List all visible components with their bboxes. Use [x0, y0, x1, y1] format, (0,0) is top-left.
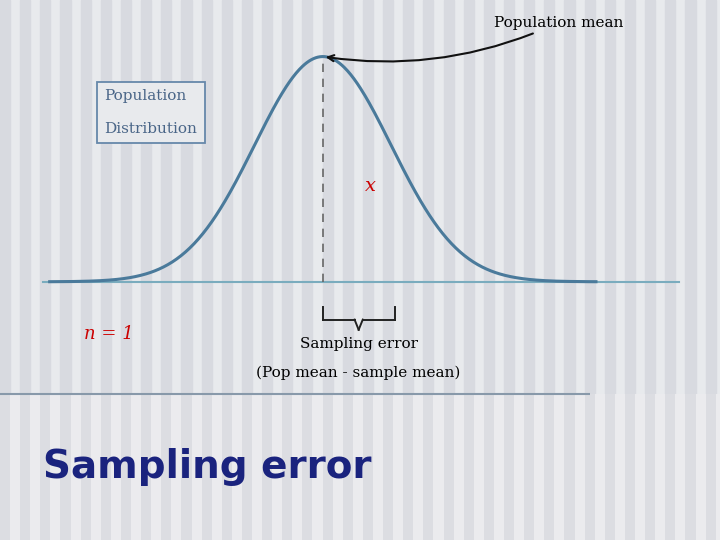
Bar: [20, 394, 30, 540]
Bar: [141, 394, 151, 540]
Bar: [665, 394, 675, 540]
Bar: [444, 394, 454, 540]
Bar: [262, 0, 272, 540]
Bar: [685, 394, 696, 540]
Bar: [564, 0, 575, 540]
Bar: [282, 394, 292, 540]
Bar: [383, 0, 393, 540]
Bar: [101, 394, 111, 540]
Bar: [202, 0, 212, 540]
Bar: [323, 0, 333, 540]
Bar: [363, 0, 373, 540]
Bar: [605, 394, 615, 540]
Bar: [40, 394, 50, 540]
Bar: [343, 0, 353, 540]
Bar: [464, 0, 474, 540]
Text: Population mean: Population mean: [328, 16, 623, 62]
Bar: [20, 0, 30, 540]
Bar: [202, 394, 212, 540]
Text: n = 1: n = 1: [84, 325, 133, 343]
Bar: [444, 0, 454, 540]
Bar: [262, 394, 272, 540]
Bar: [0, 0, 10, 540]
Bar: [222, 394, 232, 540]
Bar: [484, 394, 494, 540]
Bar: [60, 394, 71, 540]
Bar: [504, 394, 514, 540]
Bar: [645, 0, 655, 540]
Text: x: x: [365, 177, 376, 195]
Bar: [302, 394, 312, 540]
Bar: [544, 394, 554, 540]
Bar: [242, 394, 252, 540]
Bar: [0, 394, 720, 540]
Bar: [706, 394, 716, 540]
Bar: [323, 394, 333, 540]
Bar: [161, 0, 171, 540]
Text: Sampling error: Sampling error: [43, 448, 372, 486]
Bar: [625, 394, 635, 540]
Bar: [60, 0, 71, 540]
Bar: [101, 0, 111, 540]
Bar: [181, 394, 192, 540]
Bar: [343, 394, 353, 540]
Bar: [161, 394, 171, 540]
Bar: [383, 394, 393, 540]
Bar: [706, 0, 716, 540]
Bar: [685, 0, 696, 540]
Bar: [504, 0, 514, 540]
Bar: [40, 0, 50, 540]
Text: Sampling error: Sampling error: [300, 336, 418, 350]
Bar: [222, 0, 232, 540]
Bar: [605, 0, 615, 540]
Bar: [625, 0, 635, 540]
Bar: [141, 0, 151, 540]
Bar: [363, 394, 373, 540]
Bar: [524, 394, 534, 540]
Bar: [282, 0, 292, 540]
Bar: [544, 0, 554, 540]
Bar: [0, 394, 10, 540]
Bar: [81, 0, 91, 540]
Bar: [464, 394, 474, 540]
Bar: [121, 0, 131, 540]
Bar: [564, 394, 575, 540]
Bar: [585, 0, 595, 540]
Bar: [81, 394, 91, 540]
Bar: [121, 394, 131, 540]
Text: (Pop mean - sample mean): (Pop mean - sample mean): [256, 366, 461, 380]
Bar: [423, 394, 433, 540]
Bar: [665, 0, 675, 540]
Bar: [585, 394, 595, 540]
Bar: [302, 0, 312, 540]
Bar: [242, 0, 252, 540]
Bar: [403, 394, 413, 540]
Bar: [403, 0, 413, 540]
Bar: [181, 0, 192, 540]
Bar: [645, 394, 655, 540]
Bar: [484, 0, 494, 540]
Text: Population

Distribution: Population Distribution: [104, 89, 197, 136]
Bar: [423, 0, 433, 540]
Bar: [524, 0, 534, 540]
